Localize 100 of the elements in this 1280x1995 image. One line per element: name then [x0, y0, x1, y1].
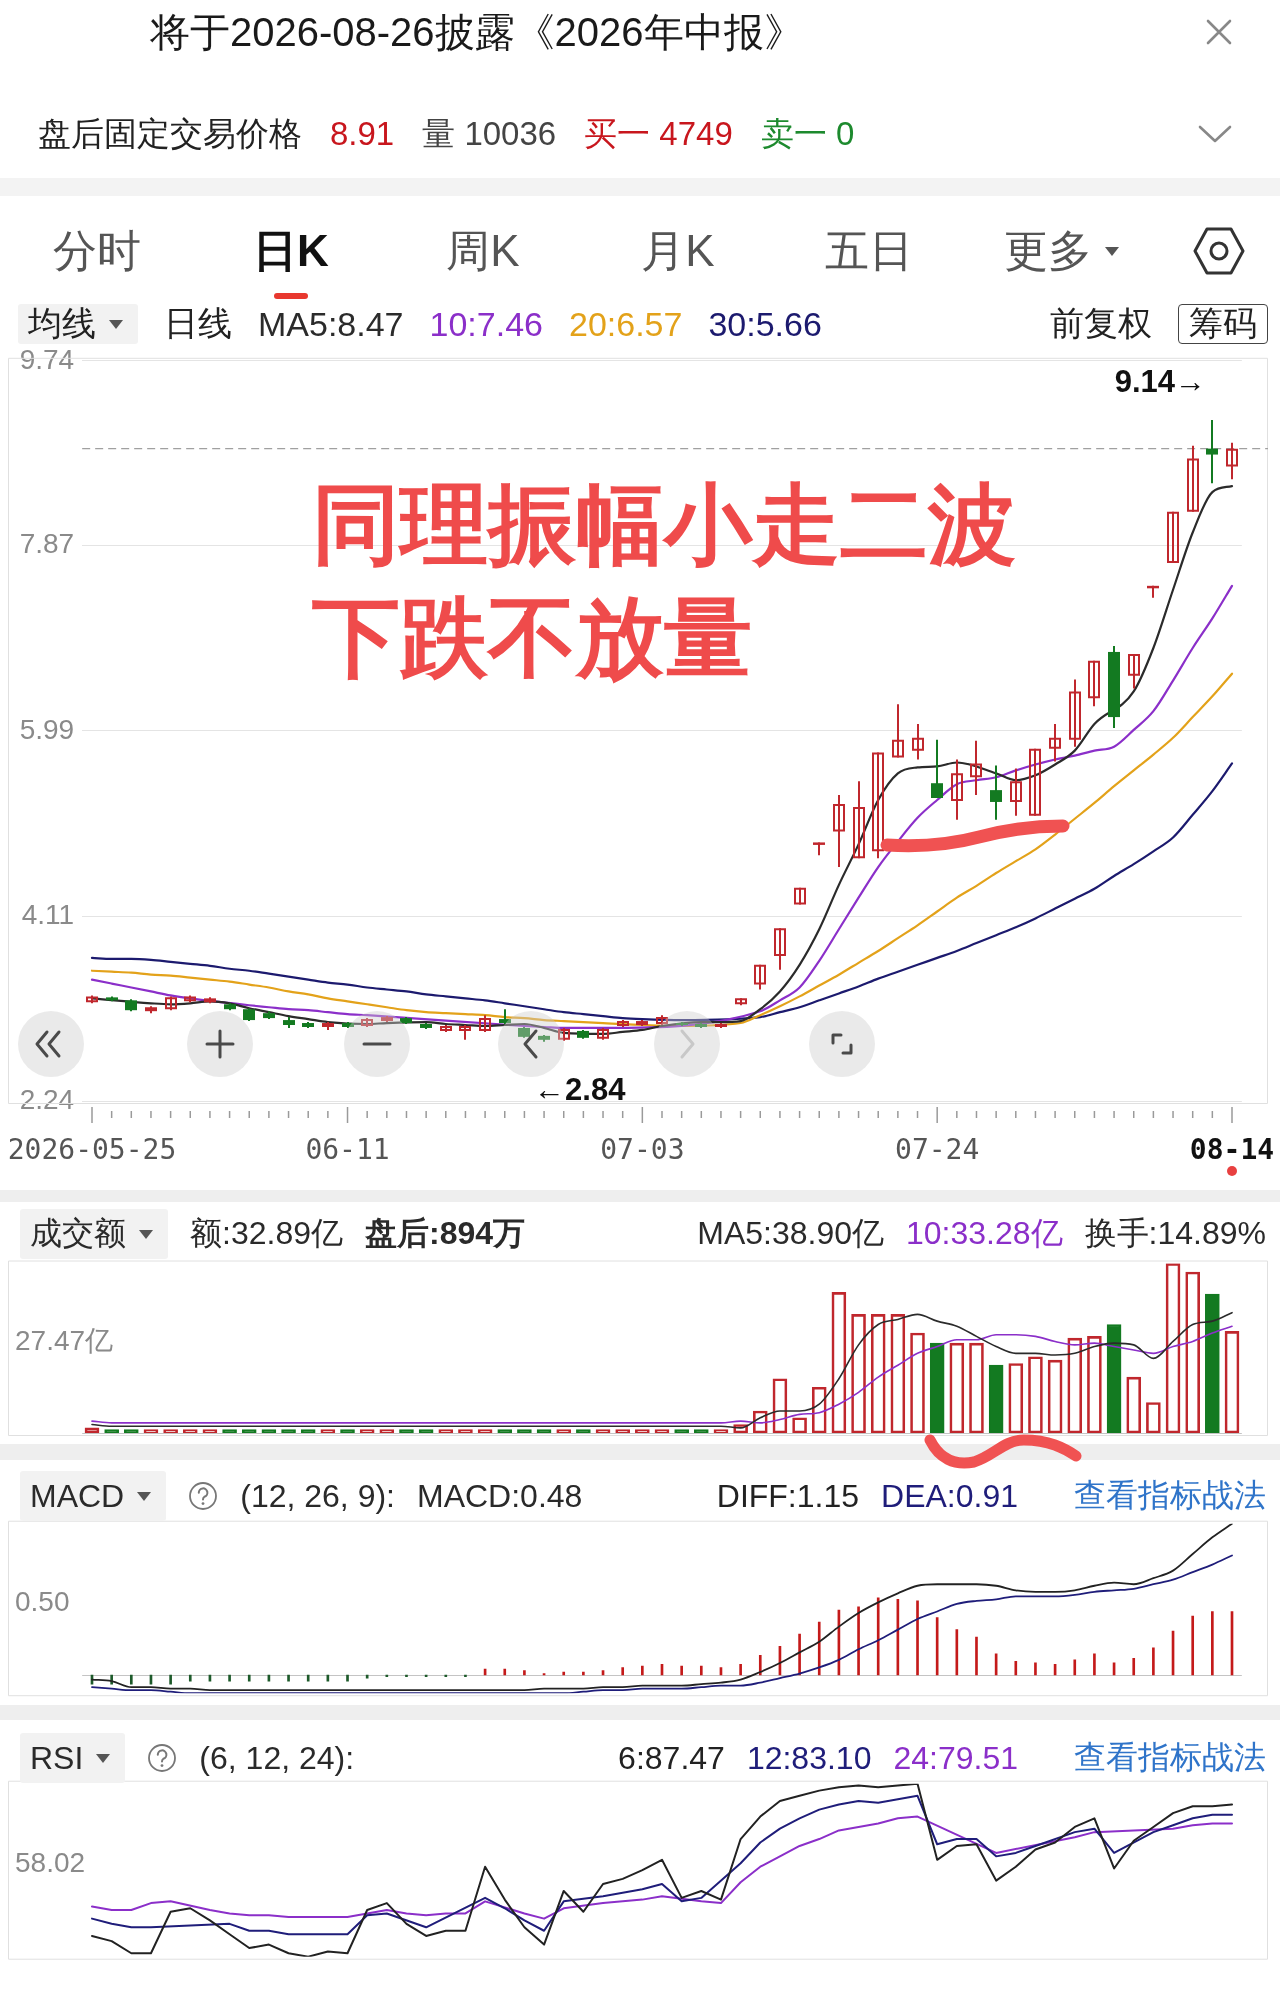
bar: [287, 1674, 290, 1682]
bar: [306, 1674, 310, 1682]
chart-title: MACD: [30, 1477, 125, 1515]
candlestick: [774, 927, 786, 971]
x-tick-label: 06-11: [305, 1133, 390, 1167]
candlestick: [1187, 444, 1199, 513]
bar: [817, 1621, 821, 1676]
text: 将于2026-08-26披露《2026年中报》: [150, 9, 804, 56]
text: MA5:8.47: [258, 304, 404, 344]
series-label: 6:87.47: [618, 1739, 725, 1777]
bar: [798, 1633, 801, 1676]
text: 前复权: [1050, 303, 1152, 344]
text: 8.91: [330, 115, 395, 153]
bar: [1191, 1615, 1195, 1676]
text: 更多: [1004, 224, 1092, 277]
chart-title: 成交额: [30, 1214, 126, 1253]
annotation: 同理振幅小走二波: [312, 475, 1016, 574]
line-series: [90, 762, 1234, 1022]
bar: [129, 1674, 133, 1685]
bar: [1211, 1611, 1214, 1676]
line-series: [90, 584, 1234, 1030]
text: MACD:0.48: [416, 1477, 583, 1515]
text: 0.50: [15, 1584, 70, 1619]
text: 10:33.28亿: [906, 1214, 1063, 1253]
text: 30:5.66: [708, 304, 822, 344]
button: 筹码: [1178, 304, 1268, 344]
bar: [464, 1674, 467, 1677]
candlestick: [1206, 419, 1218, 485]
series-label: 24:79.51: [893, 1739, 1018, 1777]
bar: [365, 1674, 369, 1679]
text: 盘后:894万: [364, 1214, 526, 1253]
y-tick-label: 7.87: [19, 528, 75, 560]
candlestick: [1226, 441, 1238, 481]
text: 买一 4749: [584, 113, 733, 154]
bar: [621, 1667, 625, 1676]
bar: [876, 1597, 880, 1676]
text: 五日: [825, 224, 913, 277]
candlestick: [1069, 678, 1081, 748]
text: 20:6.57: [568, 304, 683, 344]
candlestick: [892, 703, 904, 759]
bar: [1034, 1662, 1037, 1676]
text: 卖一 0: [760, 113, 855, 154]
bar: [247, 1674, 251, 1682]
candlestick: [1128, 652, 1140, 690]
chart-title: RSI: [30, 1739, 84, 1777]
bar: [739, 1664, 742, 1676]
text: 日K: [253, 224, 329, 277]
text: (12, 26, 9):: [240, 1477, 395, 1515]
dropdown-button: RSI: [20, 1733, 126, 1783]
bar: [562, 1671, 566, 1676]
bar: [1093, 1653, 1096, 1676]
annotation: 下跌不放量: [312, 588, 752, 687]
bar: [385, 1674, 389, 1677]
bar: [641, 1665, 644, 1676]
bar: [975, 1636, 978, 1676]
bar: [523, 1670, 526, 1676]
candlestick: [951, 758, 963, 821]
candlestick: [1010, 767, 1022, 817]
candlestick: [1088, 659, 1100, 708]
series-label: 12:83.10: [746, 1739, 872, 1777]
bar: [188, 1674, 192, 1682]
text: 查看指标战法: [1074, 1738, 1266, 1777]
text: 10:7.46: [429, 304, 543, 344]
text: 月K: [641, 224, 715, 277]
text: 日线: [164, 303, 232, 344]
text: 周K: [446, 224, 520, 277]
candlestick: [970, 739, 982, 797]
text: 盘后固定交易价格: [38, 113, 302, 154]
candlestick: [754, 963, 766, 991]
candlestick: [1029, 747, 1041, 817]
annotation: 58.02: [15, 1846, 86, 1881]
annotation: ←2.84: [534, 1072, 627, 1108]
bar: [444, 1674, 448, 1677]
text: 换手:14.89%: [1084, 1214, 1266, 1253]
x-tick-label: 07-03: [600, 1133, 685, 1167]
text: 额:32.89亿: [190, 1214, 343, 1253]
candlestick: [990, 764, 1002, 821]
bar: [169, 1674, 172, 1685]
text: 量 10036: [422, 113, 557, 154]
bar: [680, 1665, 683, 1676]
bar: [503, 1668, 507, 1676]
bar: [346, 1674, 349, 1682]
text: MA5:38.90亿: [697, 1214, 885, 1253]
bar: [916, 1600, 919, 1676]
text: 分时: [53, 224, 141, 277]
text: 查看指标战法: [1074, 1476, 1266, 1515]
text: DEA:0.91: [881, 1477, 1018, 1515]
x-tick-label: 07-24: [895, 1133, 980, 1167]
bar: [582, 1671, 585, 1676]
text: DIFF:1.15: [716, 1477, 860, 1515]
candlestick: [931, 738, 943, 800]
bar: [1132, 1658, 1136, 1676]
candlestick: [1049, 722, 1061, 763]
bar: [935, 1617, 939, 1676]
bar: [955, 1629, 959, 1676]
annotation: 27.47亿: [15, 1324, 114, 1359]
candlestick: [833, 794, 845, 869]
candlestick: [1167, 510, 1179, 565]
bar: [1152, 1647, 1155, 1676]
annotation: 9.14→: [1114, 364, 1206, 400]
